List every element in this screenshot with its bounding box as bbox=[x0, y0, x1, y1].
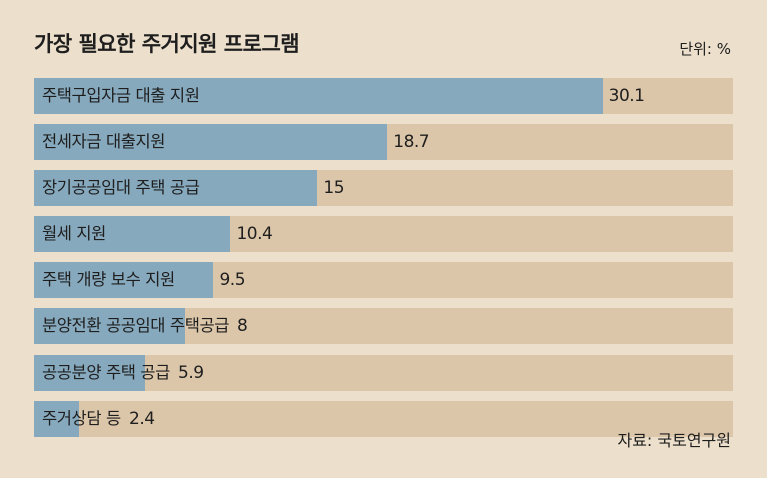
bar-value: 10.4 bbox=[236, 224, 273, 245]
bar-label: 주택 개량 보수 지원 bbox=[42, 270, 175, 290]
bar-row: 장기공공임대 주택 공급 15 bbox=[34, 170, 733, 207]
bar-value: 9.5 bbox=[219, 270, 246, 291]
bar-value: 18.7 bbox=[393, 132, 430, 153]
bar-chart: 주택구입자금 대출 지원 30.1 전세자금 대출지원 18.7 장기공공임대 주택 공… bbox=[34, 78, 733, 447]
bar bbox=[34, 308, 186, 345]
bar-row: 전세자금 대출지원 18.7 bbox=[34, 124, 733, 161]
bar bbox=[34, 354, 146, 391]
bar-label: 공공분양 주택 공급 bbox=[42, 362, 170, 382]
source-note: 자료: 국토연구원 bbox=[617, 431, 731, 450]
bar-label: 분양전환 공공임대 주택공급 bbox=[42, 316, 230, 336]
bar-label: 장기공공임대 주택 공급 bbox=[42, 178, 200, 198]
bar bbox=[34, 124, 388, 161]
bar-value: 8 bbox=[237, 316, 248, 337]
bar-row: 주거상담 등 2.4 bbox=[34, 400, 733, 437]
bar bbox=[34, 262, 214, 299]
bar bbox=[34, 78, 603, 114]
chart-title: 가장 필요한 주거지원 프로그램 bbox=[34, 32, 300, 56]
bar-value: 2.4 bbox=[129, 408, 155, 429]
bar-row: 주택 개량 보수 지원 9.5 bbox=[34, 262, 733, 299]
bar-value: 5.9 bbox=[178, 362, 204, 383]
unit-label: 단위: % bbox=[679, 40, 731, 58]
bar-label: 주택구입자금 대출 지원 bbox=[42, 86, 200, 105]
bar-label: 주거상담 등 bbox=[42, 408, 121, 428]
bar bbox=[34, 216, 231, 253]
bar-row: 월세 지원 10.4 bbox=[34, 216, 733, 253]
bar-row: 분양전환 공공임대 주택공급 8 bbox=[34, 308, 733, 345]
bar-value: 15 bbox=[323, 178, 345, 199]
bar bbox=[34, 400, 80, 437]
bar-row: 공공분양 주택 공급 5.9 bbox=[34, 354, 733, 391]
bar-label: 전세자금 대출지원 bbox=[42, 132, 166, 152]
bar-row: 주택구입자금 대출 지원 30.1 bbox=[34, 78, 733, 114]
bar-label: 월세 지원 bbox=[42, 224, 106, 244]
bar bbox=[34, 170, 318, 207]
bar-value: 30.1 bbox=[608, 86, 645, 106]
